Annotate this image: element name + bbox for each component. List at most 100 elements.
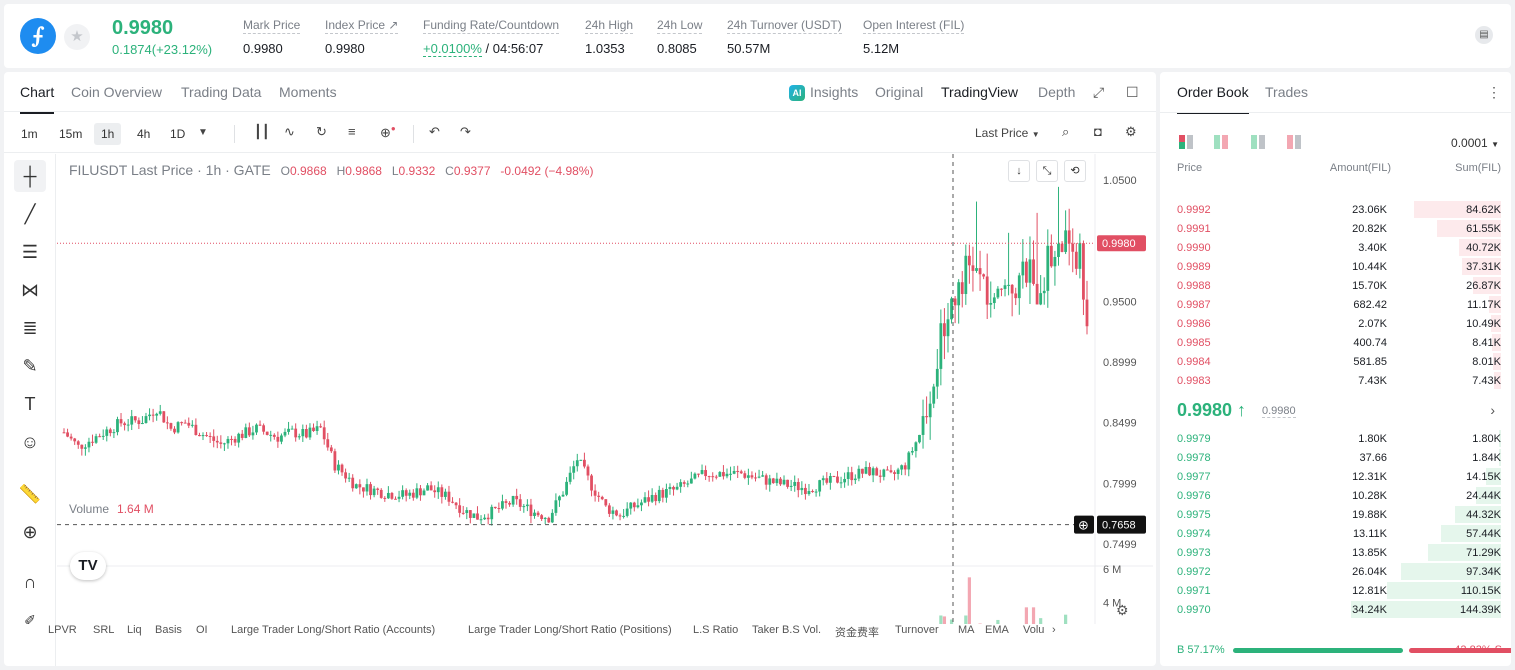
chevron-right-icon[interactable]: ›	[1052, 624, 1056, 636]
precision-value: 0.0001	[1451, 136, 1488, 150]
bid-row[interactable]: 0.9971 12.81K 110.15K	[1160, 581, 1511, 600]
price-chart[interactable]: 1.0500 0.9500 0.8999 0.8499 0.7999 0.7499 6 M 4…	[57, 154, 1153, 624]
candle-type-icon[interactable]: ┃┃	[254, 124, 270, 139]
add-icon[interactable]: ⊕●	[380, 124, 396, 140]
more-icon[interactable]: ⋮	[1487, 84, 1501, 100]
timeframe-15m[interactable]: 15m	[59, 127, 83, 141]
window-icon[interactable]: ☐	[1126, 84, 1139, 100]
candle-body	[757, 476, 761, 478]
indicator-item[interactable]: Large Trader Long/Short Ratio (Accounts)	[231, 624, 436, 636]
tab-coin-overview[interactable]: Coin Overview	[71, 84, 163, 100]
candle-body	[832, 476, 836, 478]
tab-moments[interactable]: Moments	[279, 84, 337, 100]
indicator-item[interactable]: MA	[958, 624, 975, 636]
search-icon[interactable]: ⌕	[1062, 124, 1070, 139]
ask-row[interactable]: 0.9991 20.82K 61.55K	[1160, 219, 1511, 238]
ask-row[interactable]: 0.9992 23.06K 84.62K	[1160, 200, 1511, 219]
ask-row[interactable]: 0.9990 3.40K 40.72K	[1160, 238, 1511, 257]
tab-insights[interactable]: AI Insights	[789, 84, 858, 101]
timeframe-4h[interactable]: 4h	[137, 127, 151, 141]
ask-row[interactable]: 0.9984 581.85 8.01K	[1160, 352, 1511, 371]
text-tool-icon[interactable]: T	[24, 394, 36, 414]
emoji-tool-icon[interactable]: ☺	[20, 432, 40, 452]
bid-row[interactable]: 0.9977 12.31K 14.15K	[1160, 467, 1511, 486]
indicator-item[interactable]: Volu	[1023, 624, 1045, 636]
replay-icon[interactable]: ↻	[316, 124, 327, 139]
indicators-icon[interactable]: ∿	[284, 124, 295, 139]
ask-row[interactable]: 0.9985 400.74 8.41K	[1160, 333, 1511, 352]
indicator-item[interactable]: L.S Ratio	[693, 624, 739, 636]
chart-settings-icon[interactable]: ⚙	[1116, 602, 1129, 618]
indicator-item[interactable]: Large Trader Long/Short Ratio (Positions…	[468, 624, 672, 636]
tab-depth[interactable]: Depth	[1038, 84, 1076, 100]
layout-icon[interactable]: ▤	[1475, 26, 1493, 44]
timeframe-1h[interactable]: 1h	[94, 123, 122, 145]
brush-tool-icon[interactable]: ✎	[22, 356, 38, 376]
price-axis-tick: 0.8999	[1103, 357, 1137, 369]
book-view-mixed-icon[interactable]	[1214, 135, 1228, 149]
reset-icon[interactable]: ⟲	[1064, 160, 1086, 182]
indicator-item[interactable]: OI	[196, 624, 208, 636]
bid-row[interactable]: 0.9973 13.85K 71.29K	[1160, 543, 1511, 562]
stat-index-price[interactable]: Index Price ↗ 0.9980	[325, 18, 399, 56]
volume-legend: Volume 1.64 M	[69, 502, 154, 516]
scroll-down-icon[interactable]: ↓	[1008, 160, 1030, 182]
gear-icon[interactable]: ⚙	[1125, 124, 1137, 139]
indicator-item[interactable]: Taker B.S Vol.	[752, 624, 822, 636]
bid-row[interactable]: 0.9974 13.11K 57.44K	[1160, 524, 1511, 543]
tab-chart[interactable]: Chart	[20, 84, 55, 114]
indicator-item[interactable]: Turnover	[895, 624, 939, 636]
collapse-icon[interactable]: ⤡	[1036, 160, 1058, 182]
fib-tool-icon[interactable]: ≣	[22, 318, 38, 338]
redo-icon[interactable]: ↷	[460, 124, 471, 139]
ask-row[interactable]: 0.9986 2.07K 10.49K	[1160, 314, 1511, 333]
candle-body	[354, 484, 358, 489]
indicator-item[interactable]: Liq	[127, 624, 142, 636]
ask-row[interactable]: 0.9989 10.44K 37.31K	[1160, 257, 1511, 276]
book-view-both-icon[interactable]	[1179, 135, 1193, 149]
tab-original[interactable]: Original	[875, 84, 924, 100]
trendline-tool-icon[interactable]: ╱	[24, 204, 36, 224]
indicator-item[interactable]: 资金费率	[835, 627, 879, 639]
book-view-bids-icon[interactable]	[1251, 135, 1265, 149]
ask-row[interactable]: 0.9987 682.42 11.17K	[1160, 295, 1511, 314]
tab-trades[interactable]: Trades	[1265, 84, 1309, 100]
undo-icon[interactable]: ↶	[429, 124, 440, 139]
pattern-tool-icon[interactable]: ⋈	[21, 280, 39, 300]
bid-row[interactable]: 0.9976 10.28K 24.44K	[1160, 486, 1511, 505]
indicator-item[interactable]: SRL	[93, 624, 115, 636]
bid-row[interactable]: 0.9979 1.80K 1.80K	[1160, 429, 1511, 448]
chevron-right-icon[interactable]: ›	[1490, 402, 1495, 418]
bid-row[interactable]: 0.9970 34.24K 144.39K	[1160, 600, 1511, 619]
candle-body	[943, 323, 946, 337]
bid-row[interactable]: 0.9975 19.88K 44.32K	[1160, 505, 1511, 524]
expand-icon[interactable]: ⤢	[1093, 84, 1105, 100]
precision-select[interactable]: 0.0001 ▼	[1451, 136, 1499, 150]
ruler-tool-icon[interactable]: 📏	[18, 484, 42, 504]
magnet-tool-icon[interactable]: ∩	[23, 572, 37, 592]
stat-label[interactable]: Index Price ↗	[325, 18, 399, 34]
indicator-item[interactable]: Basis	[155, 624, 182, 636]
price-type-select[interactable]: Last Price ▼	[975, 126, 1040, 140]
ask-row[interactable]: 0.9983 7.43K 7.43K	[1160, 371, 1511, 390]
tab-tradingview[interactable]: TradingView	[941, 84, 1019, 100]
bid-row[interactable]: 0.9972 26.04K 97.34K	[1160, 562, 1511, 581]
tab-trading-data[interactable]: Trading Data	[181, 84, 262, 100]
timeframe-1d[interactable]: 1D	[170, 127, 186, 141]
book-view-asks-icon[interactable]	[1287, 135, 1301, 149]
ask-row[interactable]: 0.9988 15.70K 26.87K	[1160, 276, 1511, 295]
timeframe-dropdown-icon[interactable]: ▼	[198, 127, 208, 138]
templates-icon[interactable]: ≡	[348, 124, 356, 139]
bid-row[interactable]: 0.9978 37.66 1.84K	[1160, 448, 1511, 467]
horizontal-lines-tool-icon[interactable]: ☰	[21, 242, 39, 262]
candle-body	[226, 438, 230, 444]
pencil-lock-tool-icon[interactable]: ✐	[24, 612, 36, 628]
zoom-in-tool-icon[interactable]: ⊕	[22, 522, 38, 542]
indicator-item[interactable]: EMA	[985, 624, 1009, 636]
indicator-item[interactable]: LPVR	[48, 624, 77, 636]
crosshair-tool-icon[interactable]: ┼	[14, 160, 46, 192]
timeframe-1m[interactable]: 1m	[21, 127, 38, 141]
camera-icon[interactable]: ◘	[1094, 124, 1102, 139]
tab-order-book[interactable]: Order Book	[1177, 84, 1249, 114]
favorite-star-icon[interactable]: ★	[64, 24, 90, 50]
